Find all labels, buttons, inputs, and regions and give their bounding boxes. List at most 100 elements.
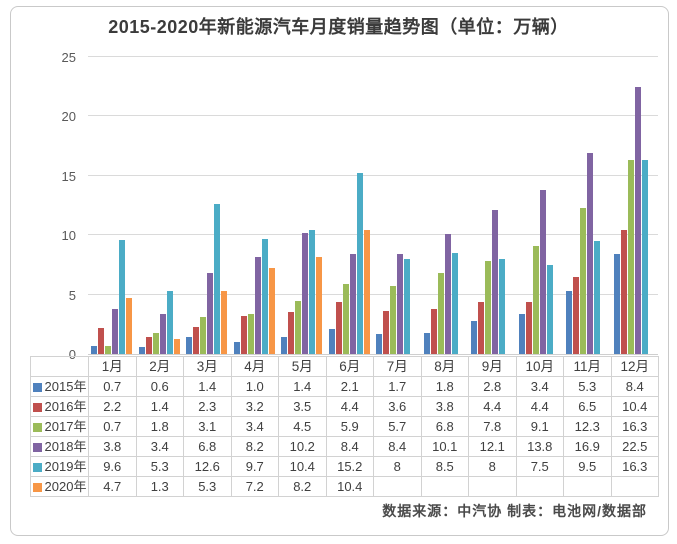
value-cell-2015年-10月: 3.4 <box>515 376 564 397</box>
value-cell-2015年-4月: 1.0 <box>230 376 279 397</box>
bar-2016年-3月 <box>193 326 200 354</box>
bar-slot <box>459 58 465 354</box>
bar-2018年-8月 <box>444 234 451 354</box>
bar-2019年-4月 <box>261 238 268 354</box>
value-cell-2019年-8月: 8.5 <box>420 456 469 477</box>
value-cell-2015年-1月: 0.7 <box>88 376 137 397</box>
value-cell-2019年-12月: 16.3 <box>610 456 659 477</box>
bar-slot <box>328 58 335 354</box>
bar-group-11月 <box>563 58 611 354</box>
bar-2015年-5月 <box>281 337 288 354</box>
bar-2015年-10月 <box>518 313 525 354</box>
gridline <box>88 174 658 176</box>
value-cell-2017年-5月: 4.5 <box>278 416 327 437</box>
bar-group-3月 <box>183 58 231 354</box>
bar-group-7月 <box>373 58 421 354</box>
bar-slot <box>302 58 309 354</box>
value-cell-2018年-1月: 3.8 <box>88 436 137 457</box>
bar-2020年-1月 <box>126 298 133 354</box>
value-cell-2020年-6月: 10.4 <box>325 476 374 497</box>
bar-slot <box>207 58 214 354</box>
bar-slot <box>316 58 323 354</box>
bar-2015年-2月 <box>138 346 145 354</box>
bar-slot <box>518 58 525 354</box>
y-axis-tick-label: 10 <box>61 228 76 244</box>
data-table: 1月 2月 3月 4月 5月 6月 7月 8月 9月 10月 11月 12月 2015年 0.7 0.6 1.… <box>30 356 659 497</box>
bar-2015年-12月 <box>613 254 620 354</box>
bar-2019年-3月 <box>214 204 221 354</box>
bar-slot <box>349 58 356 354</box>
bar-group-5月 <box>278 58 326 354</box>
value-cell-2018年-7月: 8.4 <box>373 436 422 457</box>
legend-cell-2017年: 2017年 <box>30 416 89 437</box>
table-body: 2015年 0.7 0.6 1.4 1.0 1.4 2.1 1.7 1.8 2.8 3.4 5.3 8.… <box>30 376 659 497</box>
bar-slot <box>363 58 370 354</box>
bar-slot <box>627 58 634 354</box>
value-cell-2016年-10月: 4.4 <box>515 396 564 417</box>
bar-slot <box>309 58 316 354</box>
value-cell-2020年-1月: 4.7 <box>88 476 137 497</box>
legend-label: 2017年 <box>44 419 87 434</box>
value-cell-2017年-9月: 7.8 <box>468 416 517 437</box>
bar-2016年-10月 <box>525 301 532 354</box>
legend-cell-2018年: 2018年 <box>30 436 89 457</box>
bar-slot <box>532 58 539 354</box>
bar-2019年-7月 <box>404 258 411 354</box>
table-row-2020年: 2020年 4.7 1.3 5.3 7.2 8.2 10.4 <box>30 476 659 497</box>
source-note: 数据来源：中汽协 制表：电池网/数据部 <box>382 503 647 519</box>
bar-slot <box>423 58 430 354</box>
value-cell-2017年-4月: 3.4 <box>230 416 279 437</box>
value-cell-2017年-8月: 6.8 <box>420 416 469 437</box>
bar-slot <box>159 58 166 354</box>
bar-2019年-12月 <box>641 160 648 354</box>
y-axis-tick-label: 20 <box>61 109 76 125</box>
value-cell-2019年-7月: 8 <box>373 456 422 477</box>
value-cell-2020年-9月 <box>468 476 517 497</box>
bar-slot <box>566 58 573 354</box>
bar-2020年-6月 <box>363 230 370 354</box>
value-cell-2015年-2月: 0.6 <box>135 376 184 397</box>
month-header-6月: 6月 <box>325 356 374 377</box>
bar-slot <box>404 58 411 354</box>
bar-group-1月 <box>88 58 136 354</box>
bar-2020年-5月 <box>316 256 323 354</box>
bar-slot <box>295 58 302 354</box>
bar-2017年-6月 <box>342 283 349 354</box>
value-cell-2020年-2月: 1.3 <box>135 476 184 497</box>
value-cell-2015年-11月: 5.3 <box>563 376 612 397</box>
bar-slot <box>573 58 580 354</box>
bar-2017年-12月 <box>627 160 634 354</box>
bar-2015年-7月 <box>376 333 383 354</box>
table-row-2016年: 2016年 2.2 1.4 2.3 3.2 3.5 4.4 3.6 3.8 4.4 4.4 6.5 10… <box>30 396 659 417</box>
value-cell-2020年-7月 <box>373 476 422 497</box>
bar-slot <box>254 58 261 354</box>
bar-2016年-4月 <box>240 315 247 354</box>
table-header: 1月 2月 3月 4月 5月 6月 7月 8月 9月 10月 11月 12月 <box>30 356 659 377</box>
bar-slot <box>430 58 437 354</box>
bar-2019年-1月 <box>119 239 126 354</box>
bar-group-6月 <box>326 58 374 354</box>
bar-2016年-12月 <box>620 230 627 354</box>
legend-label: 2016年 <box>44 399 87 414</box>
bar-slot <box>145 58 152 354</box>
legend-swatch-2015年 <box>32 383 42 392</box>
bar-slot <box>233 58 240 354</box>
table-row-2017年: 2017年 0.7 1.8 3.1 3.4 4.5 5.9 5.7 6.8 7.8 9.1 12.3 1… <box>30 416 659 437</box>
bar-2018年-7月 <box>397 254 404 354</box>
value-cell-2015年-9月: 2.8 <box>468 376 517 397</box>
legend-swatch-2020年 <box>32 483 42 492</box>
month-header-5月: 5月 <box>278 356 327 377</box>
bar-slot <box>411 58 417 354</box>
bar-2016年-7月 <box>383 311 390 354</box>
legend-cell-2020年: 2020年 <box>30 476 89 497</box>
bar-slot <box>342 58 349 354</box>
value-cell-2020年-11月 <box>563 476 612 497</box>
bar-slot <box>383 58 390 354</box>
value-cell-2016年-11月: 6.5 <box>563 396 612 417</box>
bar-slot <box>451 58 458 354</box>
bar-2016年-1月 <box>98 327 105 354</box>
value-cell-2018年-6月: 8.4 <box>325 436 374 457</box>
value-cell-2016年-5月: 3.5 <box>278 396 327 417</box>
gridline <box>88 115 658 117</box>
